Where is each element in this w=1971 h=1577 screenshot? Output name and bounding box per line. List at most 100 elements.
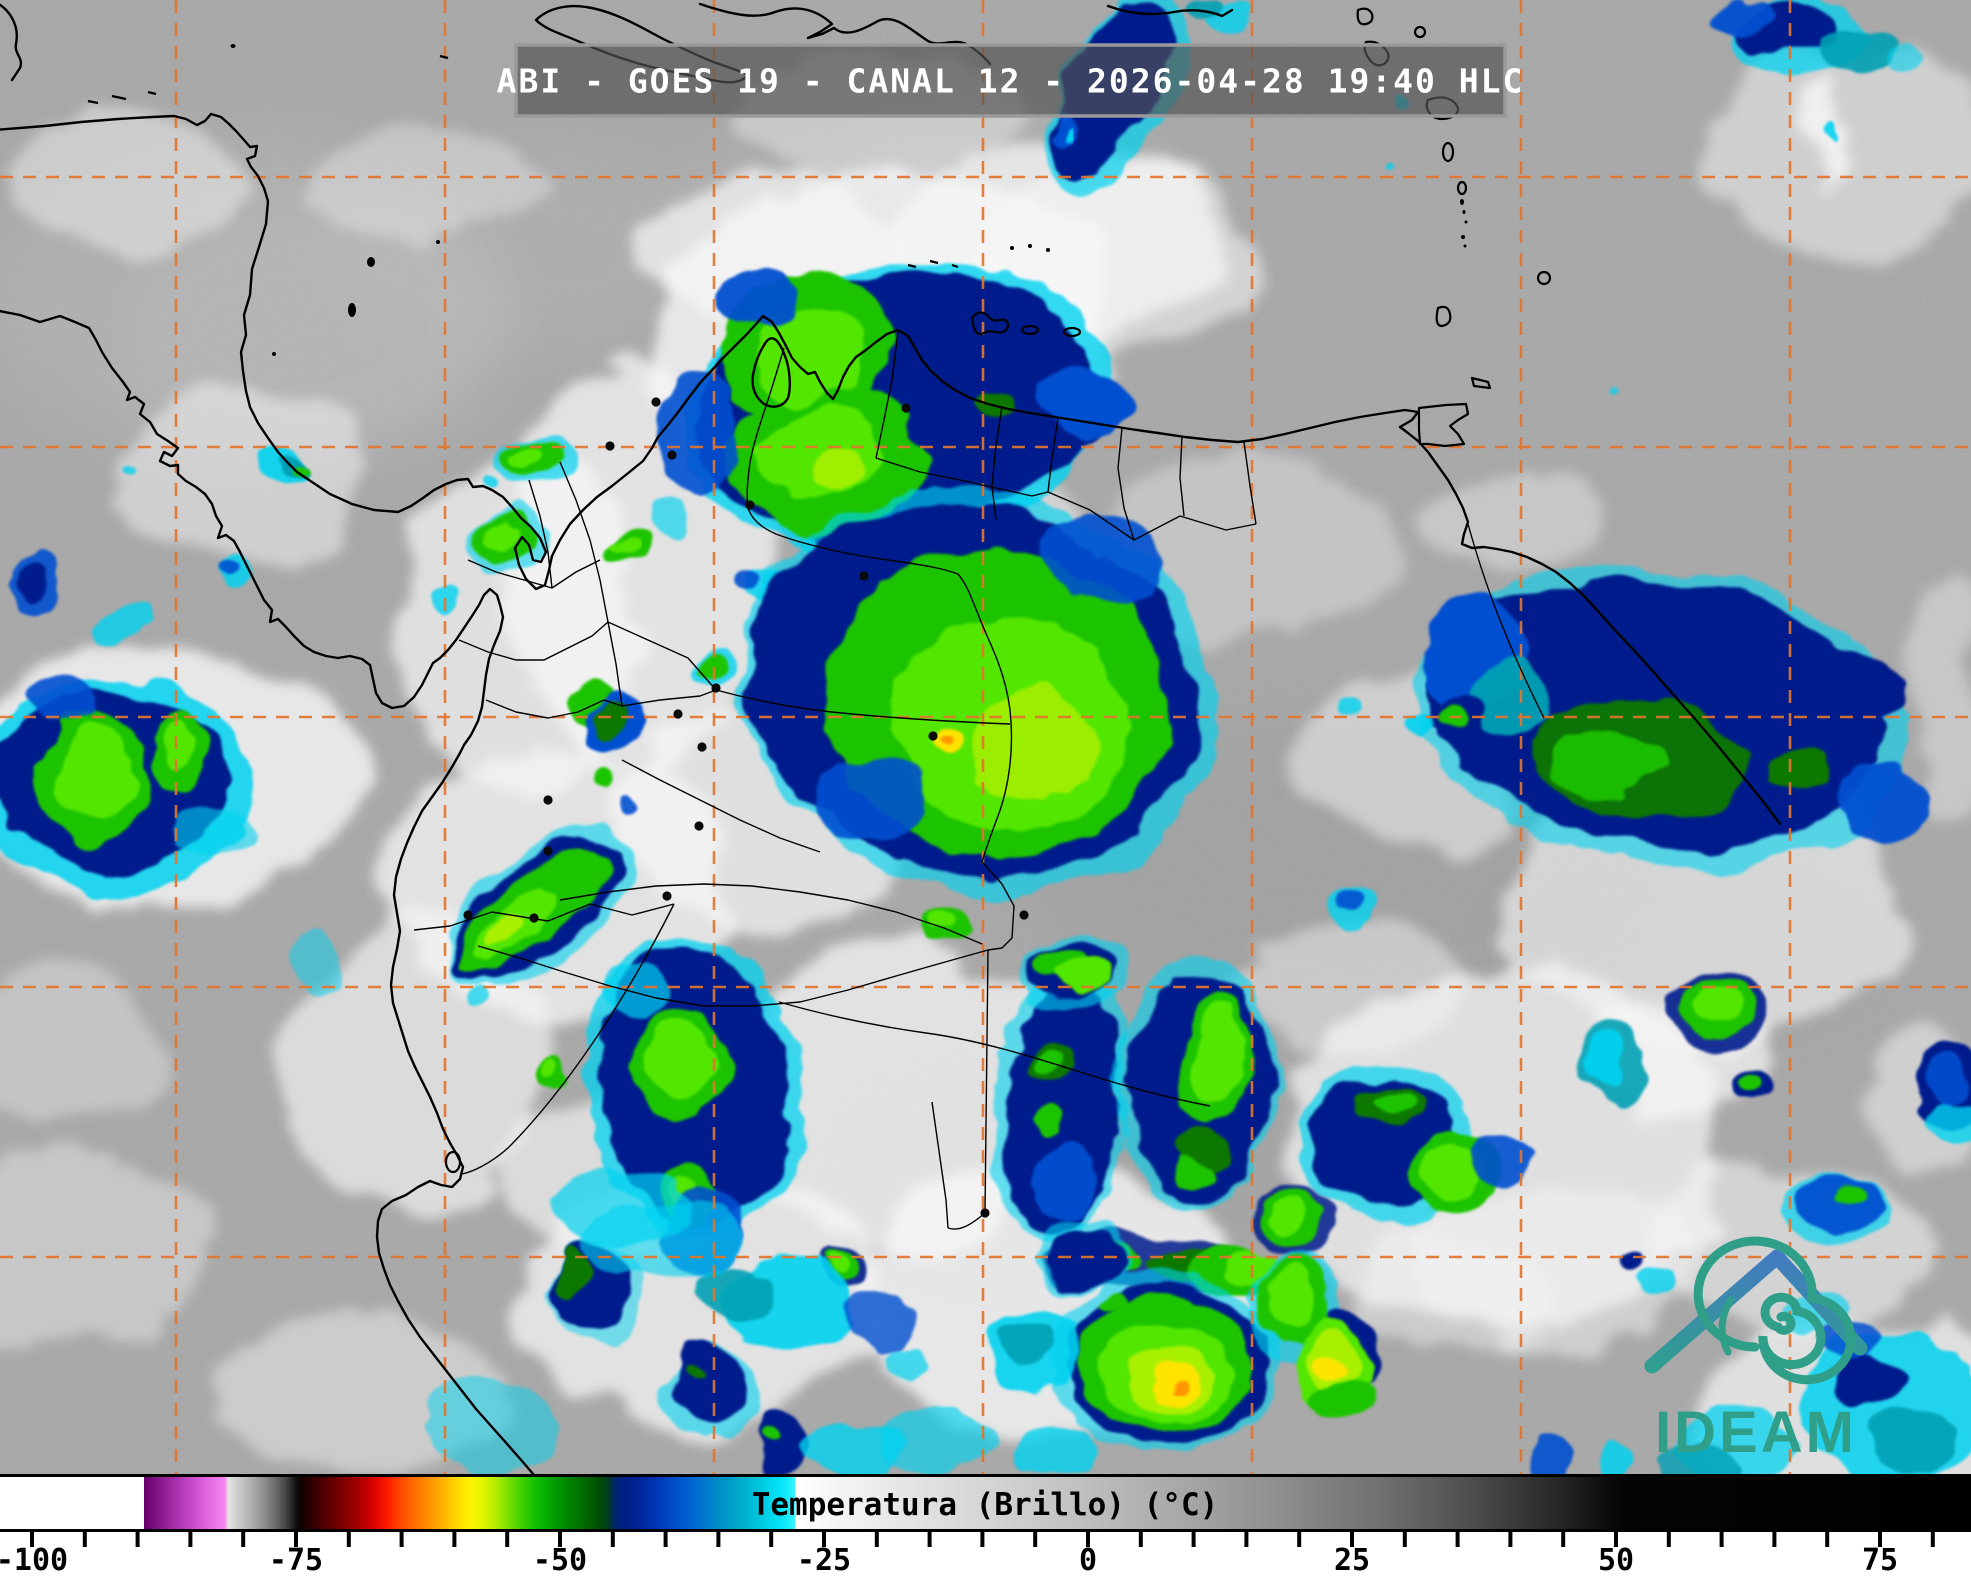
cloud-cell-bright <box>1060 959 1106 995</box>
coastline <box>751 337 791 408</box>
cloud-cell-blue <box>1035 1140 1097 1224</box>
cloud-cell-cyan <box>123 468 139 480</box>
island-outline <box>1356 7 1374 26</box>
cloud-cell-cyan <box>1587 1032 1625 1090</box>
cloud-cell-bright <box>1692 990 1734 1022</box>
cloud-cell-blue <box>1339 895 1367 919</box>
cloud-cell-bright <box>512 443 544 463</box>
border-line <box>991 405 1003 521</box>
border-line <box>875 331 899 459</box>
cloud-cell-blue <box>1717 0 1775 28</box>
cloud-cell-ygreen <box>806 445 870 495</box>
cloud-patch <box>1816 65 1844 185</box>
border-line <box>621 759 821 853</box>
cloud-cell-cyan <box>432 580 458 610</box>
cloud-cell-bright <box>483 517 517 547</box>
tick <box>1350 1532 1354 1547</box>
island <box>436 240 440 244</box>
tick-label: 25 <box>1334 1543 1370 1577</box>
cloud-cell-cyan <box>1405 709 1437 737</box>
cloud-cell-orange <box>940 739 954 749</box>
cloud-cell-cyan <box>647 497 689 539</box>
island <box>272 352 276 356</box>
tick <box>716 1532 721 1547</box>
city-dot <box>1019 910 1029 920</box>
cloud-cell-navy <box>668 1340 750 1422</box>
tick <box>505 1532 510 1547</box>
cloud-cell-teal <box>1470 669 1554 733</box>
city-dot <box>463 910 473 920</box>
cloud-patch <box>1430 470 1590 570</box>
cloud-cell-navy <box>1041 1234 1127 1288</box>
border-line <box>778 1001 1211 1107</box>
cloud-cell-green <box>1377 1090 1415 1116</box>
cloud-cell-green <box>1098 1296 1124 1316</box>
cloud-cell-blue <box>739 567 761 587</box>
tick <box>874 1532 879 1547</box>
tick <box>1455 1532 1460 1547</box>
colorbar-tick-labels: -100 -75 -50 -25 0 25 50 75 <box>0 1543 1898 1577</box>
cloud-cell-cyan <box>1057 124 1069 142</box>
island-outline <box>444 1150 462 1174</box>
island-outline <box>1062 326 1082 338</box>
tick <box>1138 1532 1143 1547</box>
cloud-patch <box>310 120 550 240</box>
cloud-cell-dgreen <box>557 1250 589 1296</box>
tick <box>294 1532 298 1547</box>
cloud-cell-navy <box>1619 1249 1643 1269</box>
cloud-cell-blue <box>1925 1049 1967 1103</box>
border-line <box>875 457 1049 497</box>
cloud-cell-blue <box>845 1295 917 1347</box>
border-line <box>467 559 601 589</box>
city-dot <box>673 709 683 719</box>
cloud-cell-ygreen <box>970 690 1094 804</box>
cloud-patch <box>120 390 360 570</box>
island-outline <box>1020 324 1040 336</box>
ideam-spiral-icon <box>1693 1236 1856 1385</box>
city-dot <box>529 913 539 923</box>
cloud-patch <box>0 1160 210 1360</box>
tick-label: 75 <box>1862 1543 1898 1577</box>
colorbar: -100 -75 -50 -25 0 25 50 75 Temperatura (Brillo… <box>0 1474 1971 1577</box>
tick <box>822 1532 826 1547</box>
island <box>348 303 356 317</box>
tick <box>1033 1532 1038 1547</box>
cloud-cell-cyan <box>1596 1442 1636 1480</box>
border-line <box>984 949 989 1214</box>
city-dot <box>697 742 707 752</box>
cloud-cell-green <box>1440 702 1466 724</box>
tick <box>30 1532 34 1547</box>
island <box>1046 248 1050 252</box>
cloud-cell-blue <box>718 268 802 332</box>
city-dot <box>662 891 672 901</box>
border-line <box>528 479 553 589</box>
tick <box>1825 1532 1830 1547</box>
ideam-wordmark: IDEAM <box>1655 1400 1857 1465</box>
border-line <box>981 861 1015 951</box>
island <box>1462 210 1466 214</box>
border-line <box>1179 435 1185 517</box>
island-outline <box>1435 305 1452 328</box>
tick <box>1402 1532 1407 1547</box>
tick <box>346 1532 351 1547</box>
island-outline <box>1413 25 1427 39</box>
cloud-cell-blue <box>221 558 237 576</box>
colorbar-ticks <box>30 1532 1935 1547</box>
island-outline <box>1536 270 1552 286</box>
island-outline <box>87 90 157 105</box>
cloud-cell-teal <box>1819 26 1893 72</box>
coastline <box>1106 4 1234 18</box>
border-line <box>1117 427 1135 541</box>
cloud-cell-blue <box>616 794 634 812</box>
border-line <box>1047 491 1257 541</box>
cloud-cell-green <box>1170 1160 1212 1192</box>
tick <box>1719 1532 1724 1547</box>
cloud-cell-cyan <box>581 1200 743 1282</box>
tick <box>1772 1532 1777 1547</box>
cloud-cell-bright <box>929 916 957 936</box>
border-line <box>715 689 1011 725</box>
border-line <box>1047 417 1059 493</box>
cloud-cell-bright <box>825 1254 851 1272</box>
cloud-cell-dgreen <box>1771 750 1833 792</box>
